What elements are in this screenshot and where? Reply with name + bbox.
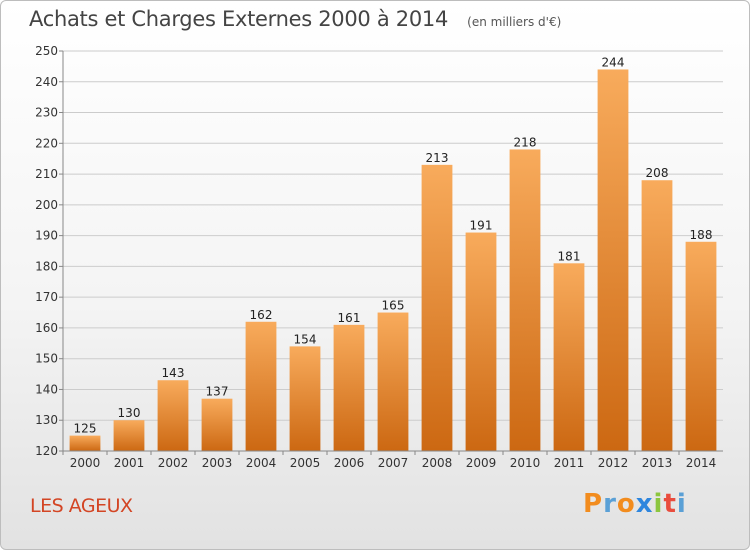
proxiti-logo: Proxiti: [583, 489, 687, 519]
bar: [333, 324, 365, 451]
bar-value-label: 137: [206, 385, 229, 399]
x-tick-label: 2001: [114, 456, 145, 470]
bar-value-label: 188: [690, 228, 713, 242]
y-tick-label: 250: [35, 44, 58, 58]
x-tick-label: 2007: [378, 456, 409, 470]
x-tick-label: 2010: [510, 456, 541, 470]
y-tick-label: 200: [35, 198, 58, 212]
bar-value-label: 181: [558, 249, 581, 263]
bar-value-label: 191: [470, 219, 493, 233]
logo-letter: o: [616, 489, 636, 519]
y-tick-label: 220: [35, 136, 58, 150]
x-tick-label: 2006: [334, 456, 365, 470]
axes: [62, 51, 723, 452]
y-tick-label: 180: [35, 259, 58, 273]
x-tick-label: 2009: [466, 456, 497, 470]
bar: [685, 241, 717, 451]
x-tick-label: 2003: [202, 456, 233, 470]
x-tick-label: 2012: [598, 456, 629, 470]
x-axis-ticks: 2000 2001 2002 2003 2004 2005 2006 2007 2008 2009…: [62, 451, 717, 470]
x-tick-label: 2008: [422, 456, 453, 470]
logo-letter: t: [663, 489, 677, 519]
chart-header: Achats et Charges Externes 2000 à 2014 (…: [29, 7, 561, 31]
logo-letter: x: [635, 489, 654, 519]
y-axis-ticks: 120 130 140 150 160 170 180 190 200 210 220 230 240 2…: [35, 44, 63, 458]
bar: [113, 420, 145, 451]
x-tick-label: 2013: [642, 456, 673, 470]
bar: [245, 321, 277, 451]
bar-value-label: 213: [426, 151, 449, 165]
commune-name: LES AGEUX: [30, 495, 133, 517]
bar-value-label: 244: [602, 55, 625, 69]
bar-value-label: 161: [338, 311, 361, 325]
logo-letter: i: [653, 489, 664, 519]
y-tick-label: 190: [35, 229, 58, 243]
logo-letter: i: [676, 489, 687, 519]
bar-value-label: 208: [646, 166, 669, 180]
y-tick-label: 170: [35, 290, 58, 304]
bar: [377, 312, 409, 451]
bar: [553, 263, 585, 451]
y-tick-label: 130: [35, 413, 58, 427]
bar: [69, 435, 101, 451]
bar-value-label: 130: [118, 406, 141, 420]
bar: [641, 180, 673, 451]
y-tick-label: 160: [35, 321, 58, 335]
x-tick-label: 2004: [246, 456, 277, 470]
y-tick-label: 230: [35, 106, 58, 120]
bar: [201, 398, 233, 451]
bar: [157, 380, 189, 451]
bar: [289, 346, 321, 451]
logo-letter: P: [583, 489, 604, 519]
bar-value-label: 218: [514, 135, 537, 149]
bar: [465, 232, 497, 451]
bar: [421, 164, 453, 451]
y-tick-label: 240: [35, 75, 58, 89]
y-tick-label: 120: [35, 444, 58, 458]
bar-value-label: 143: [162, 366, 185, 380]
bar-value-label: 154: [294, 332, 317, 346]
bars: 125 130 143 137 162 154 161 165 213 191 218 181 244 2…: [69, 55, 717, 451]
y-tick-label: 210: [35, 167, 58, 181]
bar-value-label: 125: [74, 422, 97, 436]
x-tick-label: 2014: [686, 456, 717, 470]
bar: [509, 149, 541, 451]
chart-unit: (en milliers d'€): [467, 15, 562, 29]
x-tick-label: 2000: [70, 456, 101, 470]
y-tick-label: 140: [35, 382, 58, 396]
bar-value-label: 162: [250, 308, 273, 322]
bar: [597, 69, 629, 451]
x-tick-label: 2002: [158, 456, 189, 470]
y-tick-label: 150: [35, 352, 58, 366]
bar-value-label: 165: [382, 299, 405, 313]
x-tick-label: 2005: [290, 456, 321, 470]
logo-letter: r: [603, 489, 617, 519]
chart-title: Achats et Charges Externes 2000 à 2014: [29, 7, 449, 31]
x-tick-label: 2011: [554, 456, 585, 470]
